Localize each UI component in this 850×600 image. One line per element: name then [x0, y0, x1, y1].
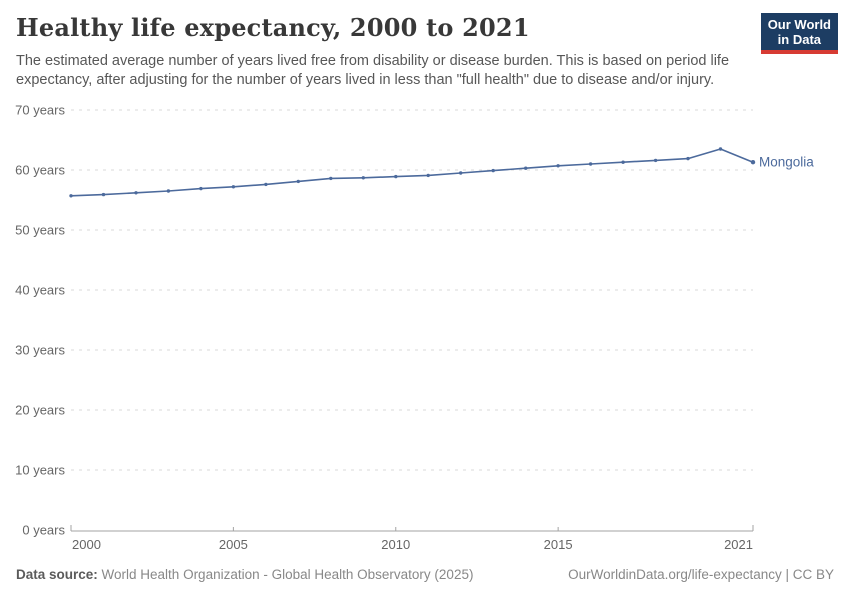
- data-point: [101, 192, 106, 197]
- data-point: [459, 171, 463, 175]
- data-point: [686, 156, 690, 161]
- y-tick-label: 60 years: [15, 163, 65, 178]
- data-point: [199, 186, 203, 191]
- x-tick-label: 2000: [72, 537, 101, 552]
- x-tick-label: 2005: [219, 537, 248, 552]
- x-tick-label: 2010: [381, 537, 410, 552]
- data-point: [134, 191, 138, 195]
- chart-subtitle: The estimated average number of years li…: [16, 53, 730, 89]
- data-point: [361, 176, 365, 180]
- data-point: [426, 173, 430, 178]
- data-source-label: Data source:: [16, 567, 98, 582]
- data-source-text: World Health Organization - Global Healt…: [97, 567, 474, 582]
- data-point: [491, 168, 495, 173]
- entity-label[interactable]: Mongolia: [759, 155, 814, 170]
- y-tick-label: 50 years: [15, 223, 65, 238]
- data-point: [653, 158, 658, 163]
- data-point: [588, 162, 593, 166]
- data-point: [621, 160, 625, 164]
- data-point: [718, 147, 723, 151]
- x-tick-label: 2015: [544, 537, 573, 552]
- y-tick-label: 20 years: [15, 403, 65, 418]
- x-tick-label: 2021: [724, 537, 753, 552]
- y-tick-label: 70 years: [15, 103, 65, 118]
- series-line: [70, 148, 754, 197]
- data-point: [166, 189, 171, 193]
- credit-link[interactable]: OurWorldinData.org/life-expectancy | CC …: [568, 567, 834, 582]
- chart-title: Healthy life expectancy, 2000 to 2021: [16, 13, 530, 42]
- data-point: [231, 185, 236, 189]
- data-point: [394, 174, 398, 179]
- owid-logo-line1: Our World: [767, 17, 831, 32]
- y-tick-label: 0 years: [22, 523, 65, 538]
- owid-logo[interactable]: Our World in Data: [760, 13, 838, 54]
- data-point: [296, 179, 300, 184]
- data-point: [750, 160, 756, 165]
- y-tick-label: 30 years: [15, 343, 65, 358]
- chart-footer: Data source: World Health Organization -…: [0, 567, 850, 582]
- y-tick-label: 40 years: [15, 283, 65, 298]
- data-point: [524, 166, 528, 170]
- data-point: [556, 164, 560, 168]
- owid-logo-line2: in Data: [777, 32, 822, 47]
- data-point: [69, 194, 73, 198]
- data-source: Data source: World Health Organization -…: [16, 567, 473, 582]
- data-point: [264, 182, 268, 187]
- data-point: [329, 176, 333, 181]
- y-tick-label: 10 years: [15, 463, 65, 478]
